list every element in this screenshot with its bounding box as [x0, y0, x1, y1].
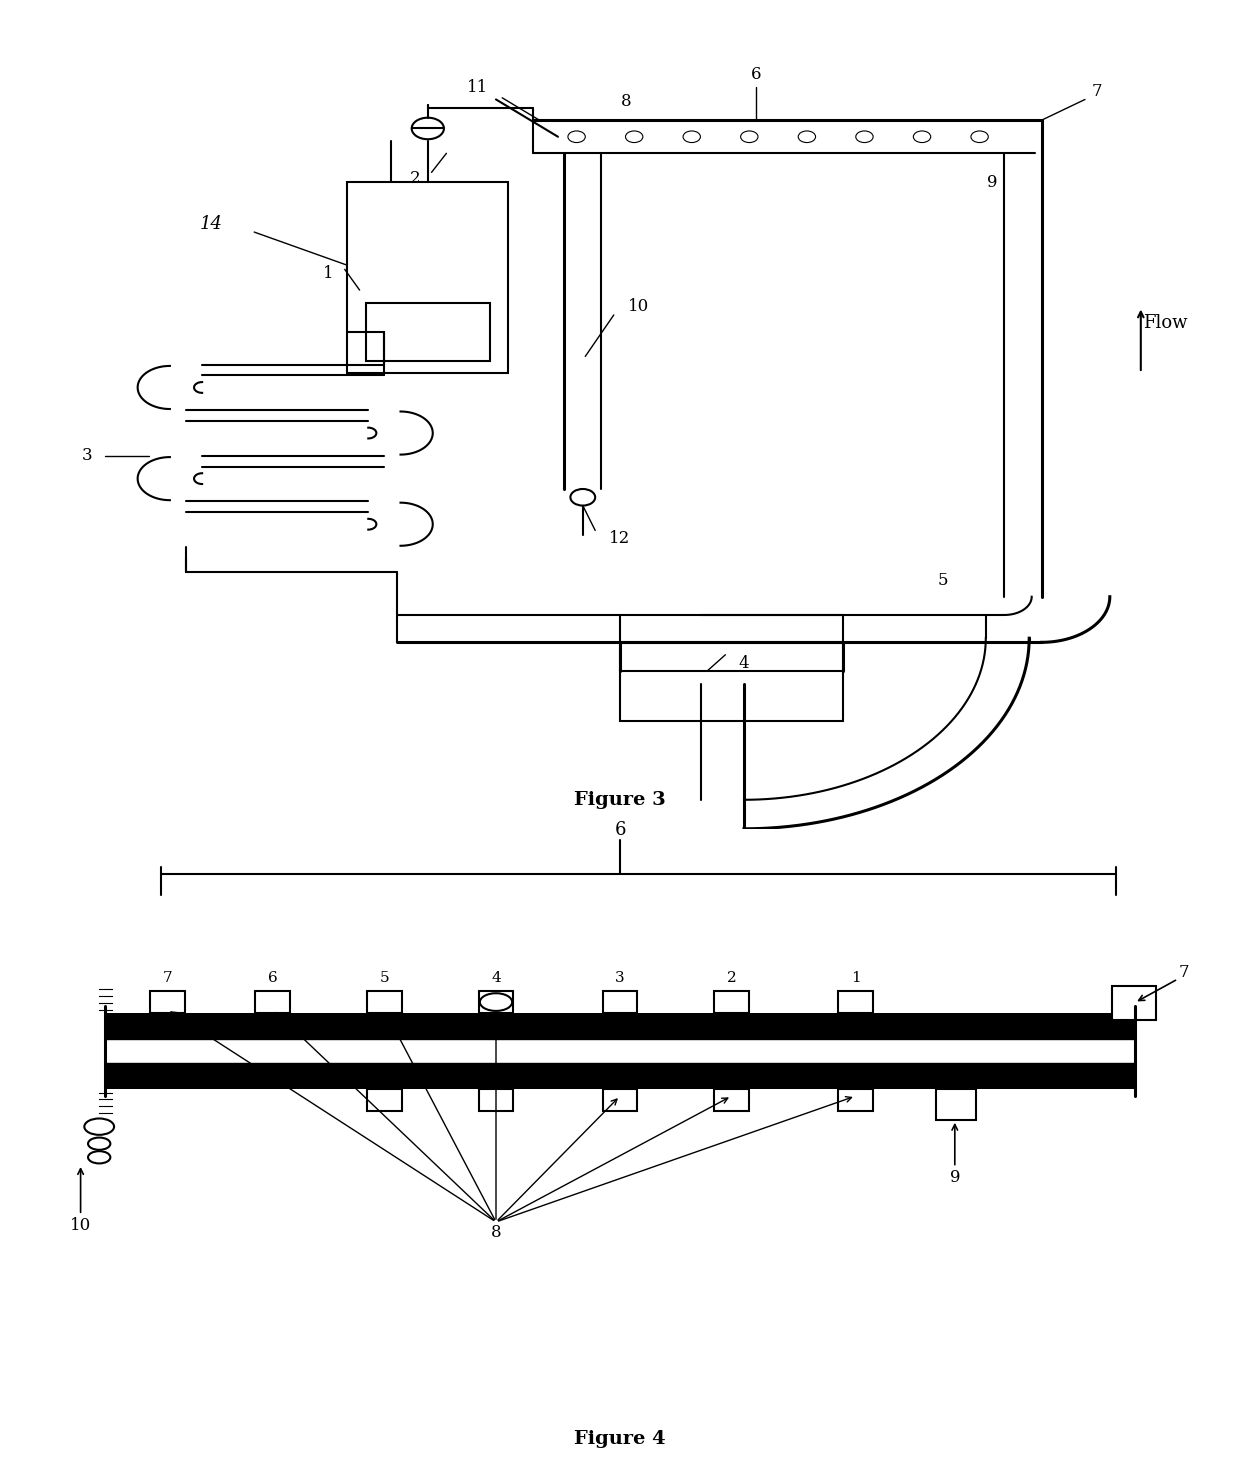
Circle shape	[88, 1151, 110, 1163]
Text: 2: 2	[410, 170, 420, 186]
Text: 9: 9	[950, 1169, 960, 1187]
Bar	[366, 302, 490, 361]
Bar	[714, 992, 749, 1012]
Text: 4: 4	[739, 654, 749, 672]
Circle shape	[914, 130, 931, 142]
Text: 5: 5	[937, 571, 947, 589]
Bar	[936, 1089, 976, 1120]
Text: 6: 6	[614, 821, 626, 839]
Circle shape	[740, 130, 758, 142]
Text: 10: 10	[69, 1217, 92, 1234]
Text: 14: 14	[200, 215, 222, 232]
Bar	[479, 1089, 513, 1111]
Bar	[367, 992, 402, 1012]
Text: 6: 6	[268, 971, 278, 984]
Text: 10: 10	[627, 297, 650, 315]
Text: 4: 4	[491, 971, 501, 984]
Bar	[714, 1089, 749, 1111]
Text: 3: 3	[82, 447, 92, 465]
Text: 8: 8	[621, 93, 631, 110]
Circle shape	[570, 488, 595, 506]
Circle shape	[84, 1119, 114, 1135]
Bar	[150, 992, 185, 1012]
Text: 6: 6	[751, 67, 761, 83]
Text: 8: 8	[491, 1224, 501, 1240]
Text: 3: 3	[615, 971, 625, 984]
Circle shape	[799, 130, 816, 142]
Text: Figure 3: Figure 3	[574, 790, 666, 808]
Bar	[367, 1089, 402, 1111]
Text: 9: 9	[987, 173, 997, 191]
Circle shape	[88, 1138, 110, 1150]
Bar	[347, 182, 508, 373]
Bar	[1112, 986, 1156, 1020]
Bar	[603, 992, 637, 1012]
Bar	[105, 1063, 1135, 1089]
Text: 5: 5	[379, 971, 389, 984]
Text: 7: 7	[1179, 963, 1189, 981]
Text: 12: 12	[609, 530, 631, 548]
Bar	[838, 992, 873, 1012]
Circle shape	[480, 993, 512, 1011]
Text: 7: 7	[1092, 83, 1102, 99]
Circle shape	[856, 130, 873, 142]
Circle shape	[412, 118, 444, 139]
Text: 2: 2	[727, 971, 737, 984]
Text: 7: 7	[162, 971, 172, 984]
Bar	[255, 992, 290, 1012]
Bar	[105, 1039, 1135, 1063]
Bar	[620, 672, 843, 721]
Circle shape	[683, 130, 701, 142]
Bar	[479, 992, 513, 1012]
Circle shape	[971, 130, 988, 142]
Text: 11: 11	[466, 78, 489, 96]
Bar	[603, 1089, 637, 1111]
Text: 1: 1	[324, 265, 334, 283]
Text: Flow: Flow	[1143, 314, 1188, 332]
Bar	[838, 1089, 873, 1111]
Circle shape	[568, 130, 585, 142]
Circle shape	[625, 130, 642, 142]
Bar	[105, 1012, 1135, 1039]
Text: 1: 1	[851, 971, 861, 984]
Text: Figure 4: Figure 4	[574, 1430, 666, 1447]
